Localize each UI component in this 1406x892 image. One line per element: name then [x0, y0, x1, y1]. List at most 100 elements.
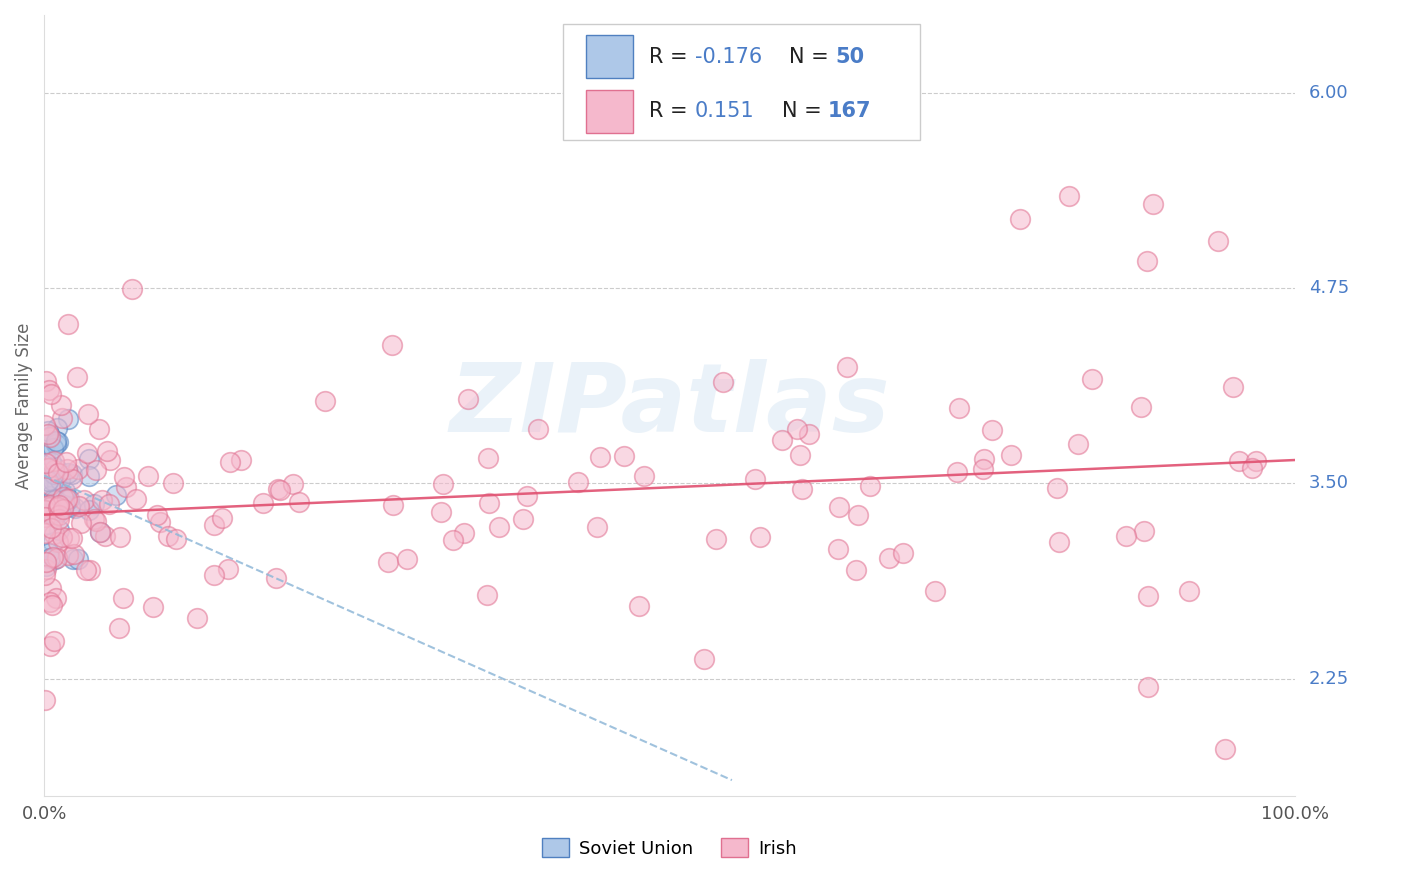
Point — [60, 467, 83, 481]
Point — [252, 495, 274, 509]
Point — [136, 468, 159, 483]
Text: 3.50: 3.50 — [1309, 475, 1348, 492]
Point — [38, 383, 60, 397]
Point — [1246, 454, 1268, 468]
Point — [48, 505, 70, 519]
Point — [39, 489, 62, 503]
Point — [38, 500, 60, 515]
Point — [45, 550, 67, 565]
Point — [432, 477, 454, 491]
Point — [96, 443, 118, 458]
Point — [73, 493, 96, 508]
Point — [45, 591, 67, 605]
Point — [62, 551, 84, 566]
Point — [45, 494, 67, 508]
Point — [46, 478, 69, 492]
Point — [58, 491, 80, 506]
Point — [516, 489, 538, 503]
Point — [52, 502, 75, 516]
Point — [37, 461, 59, 475]
Point — [828, 500, 851, 514]
Point — [45, 434, 67, 448]
Point — [42, 442, 65, 456]
Point — [48, 523, 70, 537]
Point — [45, 461, 67, 475]
Point — [56, 461, 79, 475]
Point — [792, 483, 814, 497]
Point — [430, 504, 453, 518]
Point — [67, 499, 90, 513]
Point — [44, 527, 66, 541]
Point — [124, 491, 146, 506]
Text: 50: 50 — [835, 46, 865, 67]
Point — [89, 525, 111, 540]
Point — [786, 422, 808, 436]
Point — [104, 488, 127, 502]
Point — [67, 462, 90, 476]
Point — [46, 435, 69, 450]
Point — [42, 463, 65, 477]
Point — [114, 480, 136, 494]
Point — [512, 512, 534, 526]
Point — [441, 533, 464, 548]
Point — [1047, 535, 1070, 549]
Point — [79, 563, 101, 577]
Point — [48, 508, 70, 523]
Y-axis label: Average Family Size: Average Family Size — [15, 322, 32, 489]
Point — [266, 482, 288, 496]
Point — [924, 583, 946, 598]
Point — [980, 423, 1002, 437]
Point — [38, 546, 60, 560]
Point — [60, 472, 83, 486]
Point — [396, 552, 419, 566]
Point — [58, 531, 80, 545]
Point — [75, 562, 97, 576]
Point — [62, 547, 84, 561]
Point — [76, 407, 98, 421]
Point — [34, 510, 56, 524]
Point — [49, 473, 72, 487]
Point — [37, 427, 59, 442]
Point — [84, 463, 107, 477]
Point — [46, 421, 69, 435]
Point — [156, 529, 179, 543]
Point — [744, 472, 766, 486]
Point — [51, 411, 73, 425]
Point — [39, 550, 62, 565]
Point — [56, 548, 79, 562]
Point — [111, 591, 134, 605]
Point — [44, 454, 66, 468]
Point — [845, 563, 868, 577]
Point — [478, 496, 501, 510]
Point — [48, 498, 70, 512]
Point — [34, 692, 56, 706]
Point — [314, 394, 336, 409]
Point — [83, 512, 105, 526]
Text: 6.00: 6.00 — [1309, 84, 1348, 102]
Point — [165, 533, 187, 547]
Point — [477, 451, 499, 466]
Point — [38, 478, 60, 492]
Point — [946, 465, 969, 479]
Point — [56, 491, 79, 506]
Point — [44, 634, 66, 648]
Point — [83, 497, 105, 511]
Point — [44, 510, 66, 524]
Point — [770, 433, 793, 447]
Point — [51, 500, 73, 515]
Point — [108, 529, 131, 543]
Point — [1046, 482, 1069, 496]
Point — [42, 475, 65, 489]
Text: 167: 167 — [828, 101, 872, 121]
Point — [477, 588, 499, 602]
Point — [56, 317, 79, 331]
Point — [527, 422, 550, 436]
Point — [1010, 212, 1032, 227]
Text: N =: N = — [789, 46, 835, 67]
Point — [53, 499, 76, 513]
Point — [613, 449, 636, 463]
Point — [70, 516, 93, 530]
Point — [34, 447, 56, 461]
Point — [789, 448, 811, 462]
FancyBboxPatch shape — [562, 24, 920, 140]
